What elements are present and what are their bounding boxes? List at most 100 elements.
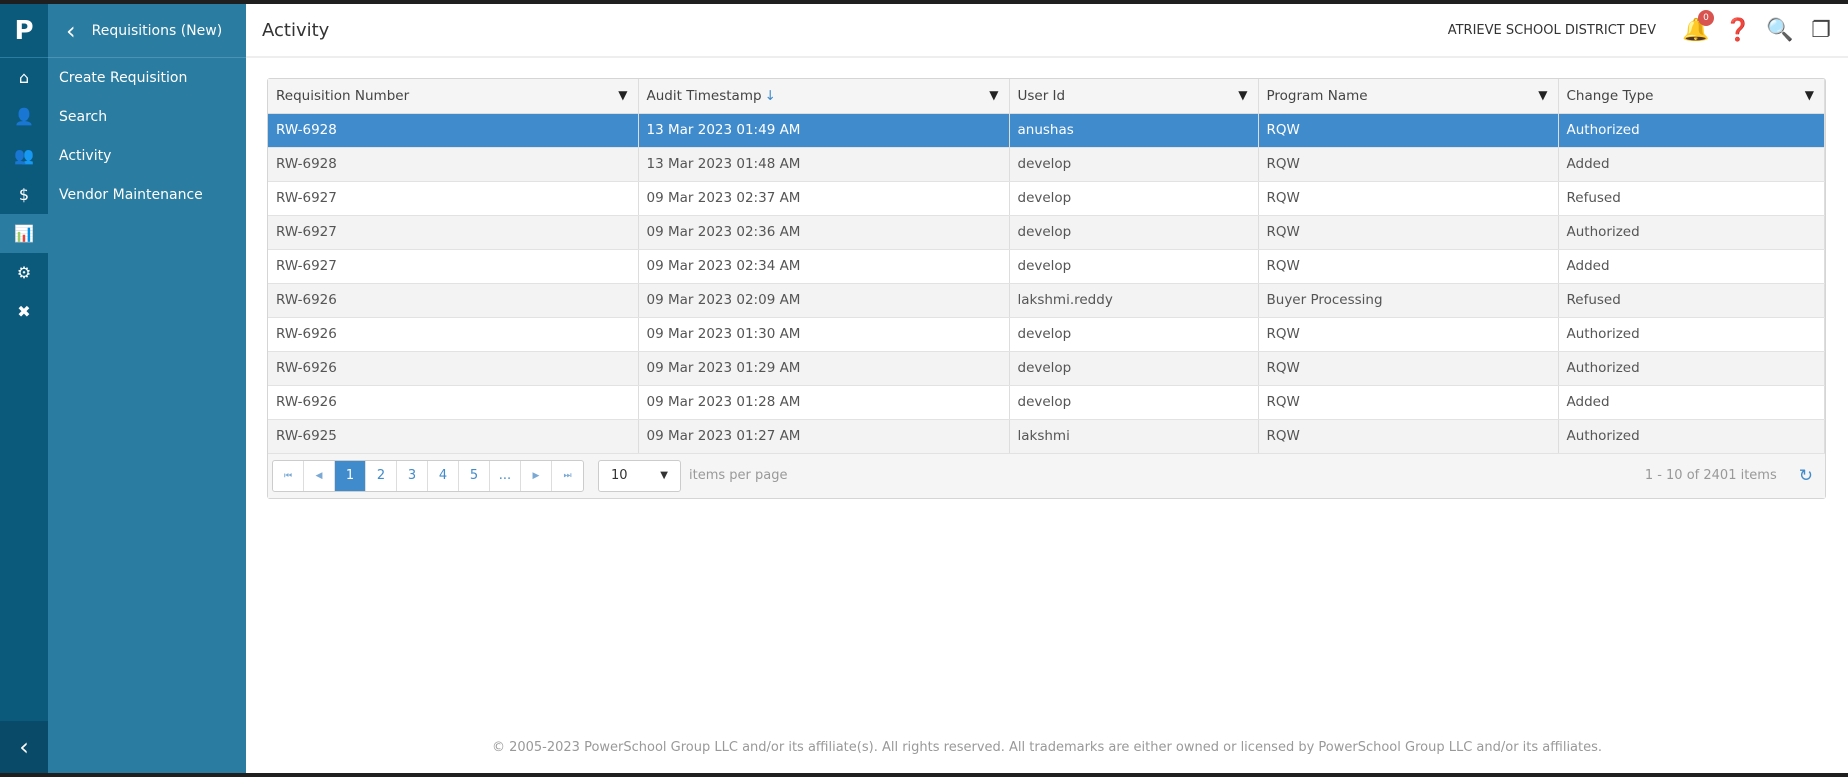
table-cell: RQW [1258, 181, 1559, 216]
table-row[interactable]: RW-6926 09 Mar 2023 01:30 AM develop RQW Aut… [268, 317, 1825, 352]
column-header[interactable]: Audit Timestamp ↓ ▼ [638, 79, 1010, 114]
search-icon[interactable]: 🔍 [1766, 17, 1794, 43]
table-row[interactable]: RW-6928 13 Mar 2023 01:48 AM develop RQW Add… [268, 147, 1825, 182]
table-cell: Added [1558, 249, 1825, 284]
chart-icon[interactable]: 📊 [0, 214, 48, 253]
sort-desc-icon[interactable]: ↓ [764, 87, 776, 104]
table-row[interactable]: RW-6926 09 Mar 2023 01:28 AM develop RQW Add… [268, 385, 1825, 420]
table-cell: 09 Mar 2023 01:30 AM [638, 317, 1010, 352]
header: Activity ATRIEVE SCHOOL DISTRICT DEV 🔔 0 … [246, 4, 1848, 58]
gear-icon[interactable]: ⚙ [16, 263, 32, 282]
table-cell: Authorized [1558, 317, 1825, 352]
page-button[interactable]: 1 [335, 460, 366, 491]
pager: ⏮ ◀ 1 2 3 4 5... ▶ ⏭ 10 ▼ items per page 1 - 10 o… [268, 453, 1825, 498]
notification-badge: 0 [1698, 9, 1714, 26]
page-button[interactable]: 5 [459, 460, 490, 491]
table-row[interactable]: RW-6927 09 Mar 2023 02:36 AM develop RQW Aut… [268, 215, 1825, 250]
window-icon[interactable]: ❐ [1811, 17, 1831, 43]
collapse-chevron-icon[interactable]: ‹ [0, 721, 48, 773]
page-button[interactable]: 3 [397, 460, 428, 491]
table-cell: develop [1009, 317, 1259, 352]
filter-icon[interactable]: ▼ [618, 88, 628, 102]
app: P ⌂ 👤 👥 $ 📊 ⚙ ✖ ‹ ‹ Requisitions (New) Cr… [0, 4, 1848, 773]
side-panel: ‹ Requisitions (New) Create Requisition S… [48, 4, 246, 773]
column-header[interactable]: Change Type ▼ [1558, 79, 1825, 114]
filter-icon[interactable]: ▼ [1804, 88, 1814, 102]
icon-rail: P ⌂ 👤 👥 $ 📊 ⚙ ✖ ‹ [0, 4, 48, 773]
table-cell: RW-6928 [268, 113, 639, 148]
filter-icon[interactable]: ▼ [1238, 88, 1248, 102]
help-icon[interactable]: ❓ [1724, 17, 1752, 43]
table-cell: RW-6927 [268, 215, 639, 250]
dollar-icon[interactable]: $ [18, 185, 30, 204]
user-icon[interactable]: 👤 [14, 107, 34, 126]
table-cell: develop [1009, 181, 1259, 216]
panel-header[interactable]: ‹ Requisitions (New) [48, 4, 246, 58]
sidebar-item-create-requisition[interactable]: Create Requisition [59, 69, 188, 86]
table-cell: RQW [1258, 249, 1559, 284]
table-cell: anushas [1009, 113, 1259, 148]
table-cell: RQW [1258, 113, 1559, 148]
sidebar-item-vendor-maintenance[interactable]: Vendor Maintenance [59, 186, 203, 203]
column-header-label: Requisition Number [276, 87, 410, 104]
column-header-label: Audit Timestamp [646, 87, 762, 104]
next-page-icon[interactable]: ▶ [521, 460, 552, 491]
footer-copyright: © 2005-2023 PowerSchool Group LLC and/or… [491, 740, 1603, 755]
table-cell: RQW [1258, 147, 1559, 182]
panel-title: Requisitions (New) [91, 22, 223, 39]
table-cell: 13 Mar 2023 01:48 AM [638, 147, 1010, 182]
users-icon[interactable]: 👥 [14, 146, 34, 165]
bell-icon[interactable]: 🔔 0 [1682, 9, 1714, 43]
page-size-select[interactable]: 10 ▼ [598, 459, 681, 492]
table-row[interactable]: RW-6926 09 Mar 2023 02:09 AM lakshmi.reddy… [268, 283, 1825, 318]
table-cell: Refused [1558, 181, 1825, 216]
column-header[interactable]: User Id ▼ [1009, 79, 1259, 114]
page-button[interactable]: ... [490, 460, 521, 491]
prev-page-icon[interactable]: ◀ [304, 460, 335, 491]
column-header[interactable]: Program Name ▼ [1258, 79, 1559, 114]
page-button[interactable]: 4 [428, 460, 459, 491]
table-row[interactable]: RW-6928 13 Mar 2023 01:49 AM anushas RQW Aut… [268, 113, 1825, 148]
tools-icon[interactable]: ✖ [17, 302, 31, 321]
page-size-value: 10 [611, 468, 628, 483]
last-page-icon[interactable]: ⏭ [563, 470, 572, 481]
table-cell: Buyer Processing [1258, 283, 1559, 318]
table-cell: develop [1009, 351, 1259, 386]
table-cell: RQW [1258, 419, 1559, 454]
first-page-icon[interactable]: ⏮ [273, 460, 304, 491]
table-cell: RQW [1258, 317, 1559, 352]
table-cell: Authorized [1558, 419, 1825, 454]
column-header[interactable]: Requisition Number ▼ [268, 79, 639, 114]
caret-down-icon: ▼ [660, 470, 668, 481]
table-row[interactable]: RW-6926 09 Mar 2023 01:29 AM develop RQW Aut… [268, 351, 1825, 386]
table-cell: RQW [1258, 385, 1559, 420]
filter-icon[interactable]: ▼ [989, 88, 999, 102]
page-title: Activity [262, 19, 330, 41]
table-cell: 09 Mar 2023 01:29 AM [638, 351, 1010, 386]
table-cell: RW-6927 [268, 181, 639, 216]
back-chevron-icon[interactable]: ‹ [66, 16, 76, 45]
table-row[interactable]: RW-6927 09 Mar 2023 02:34 AM develop RQW Add… [268, 249, 1825, 284]
pager-info: 1 - 10 of 2401 items [1644, 468, 1777, 483]
sidebar-item-activity[interactable]: Activity [59, 147, 112, 164]
page-button[interactable]: 2 [366, 460, 397, 491]
home-icon[interactable]: ⌂ [18, 68, 30, 87]
table-cell: 09 Mar 2023 02:09 AM [638, 283, 1010, 318]
items-per-page-label: items per page [689, 468, 788, 483]
filter-icon[interactable]: ▼ [1538, 88, 1548, 102]
district-name: ATRIEVE SCHOOL DISTRICT DEV [1447, 22, 1656, 38]
table-cell: RW-6925 [268, 419, 639, 454]
table-row[interactable]: RW-6927 09 Mar 2023 02:37 AM develop RQW Ref… [268, 181, 1825, 216]
sidebar-item-search[interactable]: Search [59, 108, 108, 125]
refresh-icon[interactable]: ↻ [1798, 465, 1813, 486]
table-cell: 09 Mar 2023 02:34 AM [638, 249, 1010, 284]
table-cell: Authorized [1558, 351, 1825, 386]
table-cell: RQW [1258, 351, 1559, 386]
table-cell: RW-6928 [268, 147, 639, 182]
table-cell: RQW [1258, 215, 1559, 250]
table-row[interactable]: RW-6925 09 Mar 2023 01:27 AM lakshmi RQW Aut… [268, 419, 1825, 454]
powerschool-logo[interactable]: P [0, 4, 48, 58]
table-cell: 09 Mar 2023 02:36 AM [638, 215, 1010, 250]
table-cell: RW-6927 [268, 249, 639, 284]
table-cell: RW-6926 [268, 317, 639, 352]
